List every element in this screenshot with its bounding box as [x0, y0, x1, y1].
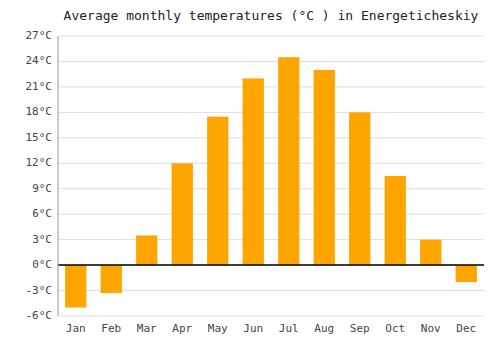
bar [349, 112, 370, 265]
bar [314, 70, 335, 265]
x-tick-label: Jul [279, 322, 299, 335]
x-tick-label: Feb [101, 322, 121, 335]
y-tick-label: 12°C [26, 156, 53, 169]
bar [136, 235, 157, 265]
grid-line [58, 188, 484, 189]
x-tick-label: Apr [172, 322, 192, 335]
grid-line [58, 163, 484, 164]
x-tick-label: Oct [385, 322, 405, 335]
grid-line [58, 86, 484, 87]
grid-line [58, 290, 484, 291]
y-tick-label: 0°C [32, 258, 52, 271]
x-tick-label: Mar [137, 322, 157, 335]
grid-line [58, 265, 484, 266]
bar [243, 78, 264, 265]
bar [456, 265, 477, 282]
x-tick-label: Sep [350, 322, 370, 335]
bar [65, 265, 86, 307]
bar [385, 176, 406, 265]
grid-line [58, 214, 484, 215]
grid-line [58, 36, 484, 37]
y-tick-label: 9°C [32, 182, 52, 195]
x-tick-label: Nov [421, 322, 441, 335]
bar [278, 57, 299, 265]
y-tick-label: 6°C [32, 207, 52, 220]
bar [101, 265, 122, 293]
bar [207, 117, 228, 265]
grid-line [58, 112, 484, 113]
x-tick-label: Jun [243, 322, 263, 335]
y-tick-label: 24°C [26, 54, 53, 67]
chart-container: Average monthly temperatures (°C ) in En… [0, 0, 500, 350]
y-tick-label: 3°C [32, 233, 52, 246]
grid-line [58, 61, 484, 62]
x-tick-label: Jan [66, 322, 86, 335]
y-tick-label: -3°C [26, 284, 53, 297]
x-tick-label: May [208, 322, 228, 335]
bar [172, 163, 193, 265]
grid-line [58, 316, 484, 317]
y-axis-line [58, 36, 59, 316]
grid-line [58, 137, 484, 138]
y-tick-label: 21°C [26, 80, 53, 93]
title: Average monthly temperatures (°C ) in En… [64, 8, 479, 23]
y-tick-label: 27°C [26, 29, 53, 42]
bars [65, 57, 477, 307]
grid [58, 36, 484, 316]
chart-svg: Average monthly temperatures (°C ) in En… [0, 0, 500, 350]
y-tick-label: 15°C [26, 131, 53, 144]
x-tick-label: Dec [456, 322, 476, 335]
zero-line [58, 264, 484, 266]
y-tick-label: 18°C [26, 105, 53, 118]
y-tick-label: -6°C [26, 309, 53, 322]
bar [420, 240, 441, 265]
x-tick-label: Aug [314, 322, 334, 335]
